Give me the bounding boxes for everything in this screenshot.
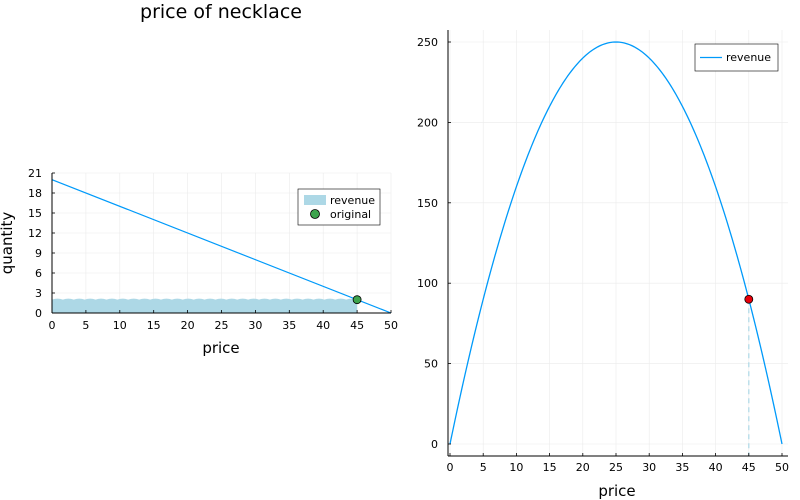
left-legend-original-marker (310, 209, 320, 219)
left-legend-revenue-label: revenue (330, 194, 375, 207)
left-y-tick-label: 6 (35, 267, 42, 280)
left-legend: revenue original (297, 188, 381, 226)
right-marks (449, 41, 783, 456)
left-y-axis-label: quantity (0, 212, 16, 275)
left-x-axis-label: price (202, 339, 239, 357)
right-y-tick-label: 200 (417, 116, 438, 129)
right-legend-revenue-label: revenue (726, 51, 771, 64)
right-y-tick-label: 250 (417, 36, 438, 49)
left-original-point (352, 295, 362, 305)
right-y-tick-label: 100 (417, 277, 438, 290)
left-x-tick-label: 15 (147, 319, 161, 332)
left-y-tick-label: 3 (35, 287, 42, 300)
left-revenue-area (52, 298, 358, 313)
right-x-tick-label: 15 (543, 461, 557, 474)
right-x-tick-label: 30 (642, 461, 656, 474)
left-y-tick-label: 0 (35, 307, 42, 320)
left-x-tick-label: 25 (215, 319, 229, 332)
right-x-tick-label: 10 (509, 461, 523, 474)
right-y-tick-label: 50 (424, 358, 438, 371)
left-x-tick-label: 50 (384, 319, 398, 332)
left-chart: price of necklace 0 5 10 15 20 25 30 35 40 45 50 0 3… (0, 1, 398, 357)
right-y-tick-label: 150 (417, 197, 438, 210)
right-legend: revenue (694, 43, 779, 72)
left-marks (51, 179, 392, 314)
left-legend-revenue-swatch (304, 195, 326, 205)
left-x-tick-label: 30 (248, 319, 262, 332)
left-legend-original-label: original (330, 208, 371, 221)
left-x-tick-label: 35 (282, 319, 296, 332)
right-x-tick-label: 20 (576, 461, 590, 474)
right-x-tick-label: 40 (709, 461, 723, 474)
right-x-tick-label: 35 (675, 461, 689, 474)
right-marked-point (744, 294, 754, 304)
right-x-tick-label: 5 (480, 461, 487, 474)
left-axes: 0 5 10 15 20 25 30 35 40 45 50 0 3 6 9 12 15 18 21 (28, 167, 398, 332)
right-x-tick-label: 50 (775, 461, 789, 474)
left-y-tick-label: 21 (28, 167, 42, 180)
left-y-tick-label: 15 (28, 207, 42, 220)
right-x-tick-label: 25 (609, 461, 623, 474)
left-y-tick-label: 12 (28, 227, 42, 240)
left-y-tick-label: 9 (35, 247, 42, 260)
right-x-axis-label: price (598, 482, 635, 500)
right-x-tick-label: 45 (742, 461, 756, 474)
right-revenue-curve (449, 41, 783, 445)
left-x-tick-label: 10 (113, 319, 127, 332)
right-y-tick-label: 0 (431, 438, 438, 451)
left-x-tick-label: 0 (49, 319, 56, 332)
right-chart: 0 5 10 15 20 25 30 35 40 45 50 0 50 100 150 200 250 pric… (417, 30, 789, 500)
left-demand-line (51, 179, 392, 314)
left-chart-title: price of necklace (140, 1, 302, 23)
right-x-tick-label: 0 (447, 461, 454, 474)
left-x-tick-label: 40 (316, 319, 330, 332)
left-x-tick-label: 45 (350, 319, 364, 332)
right-axes: 0 5 10 15 20 25 30 35 40 45 50 0 50 100 150 200 250 (417, 30, 789, 474)
left-x-tick-label: 20 (181, 319, 195, 332)
left-x-tick-label: 5 (82, 319, 89, 332)
left-y-tick-label: 18 (28, 187, 42, 200)
